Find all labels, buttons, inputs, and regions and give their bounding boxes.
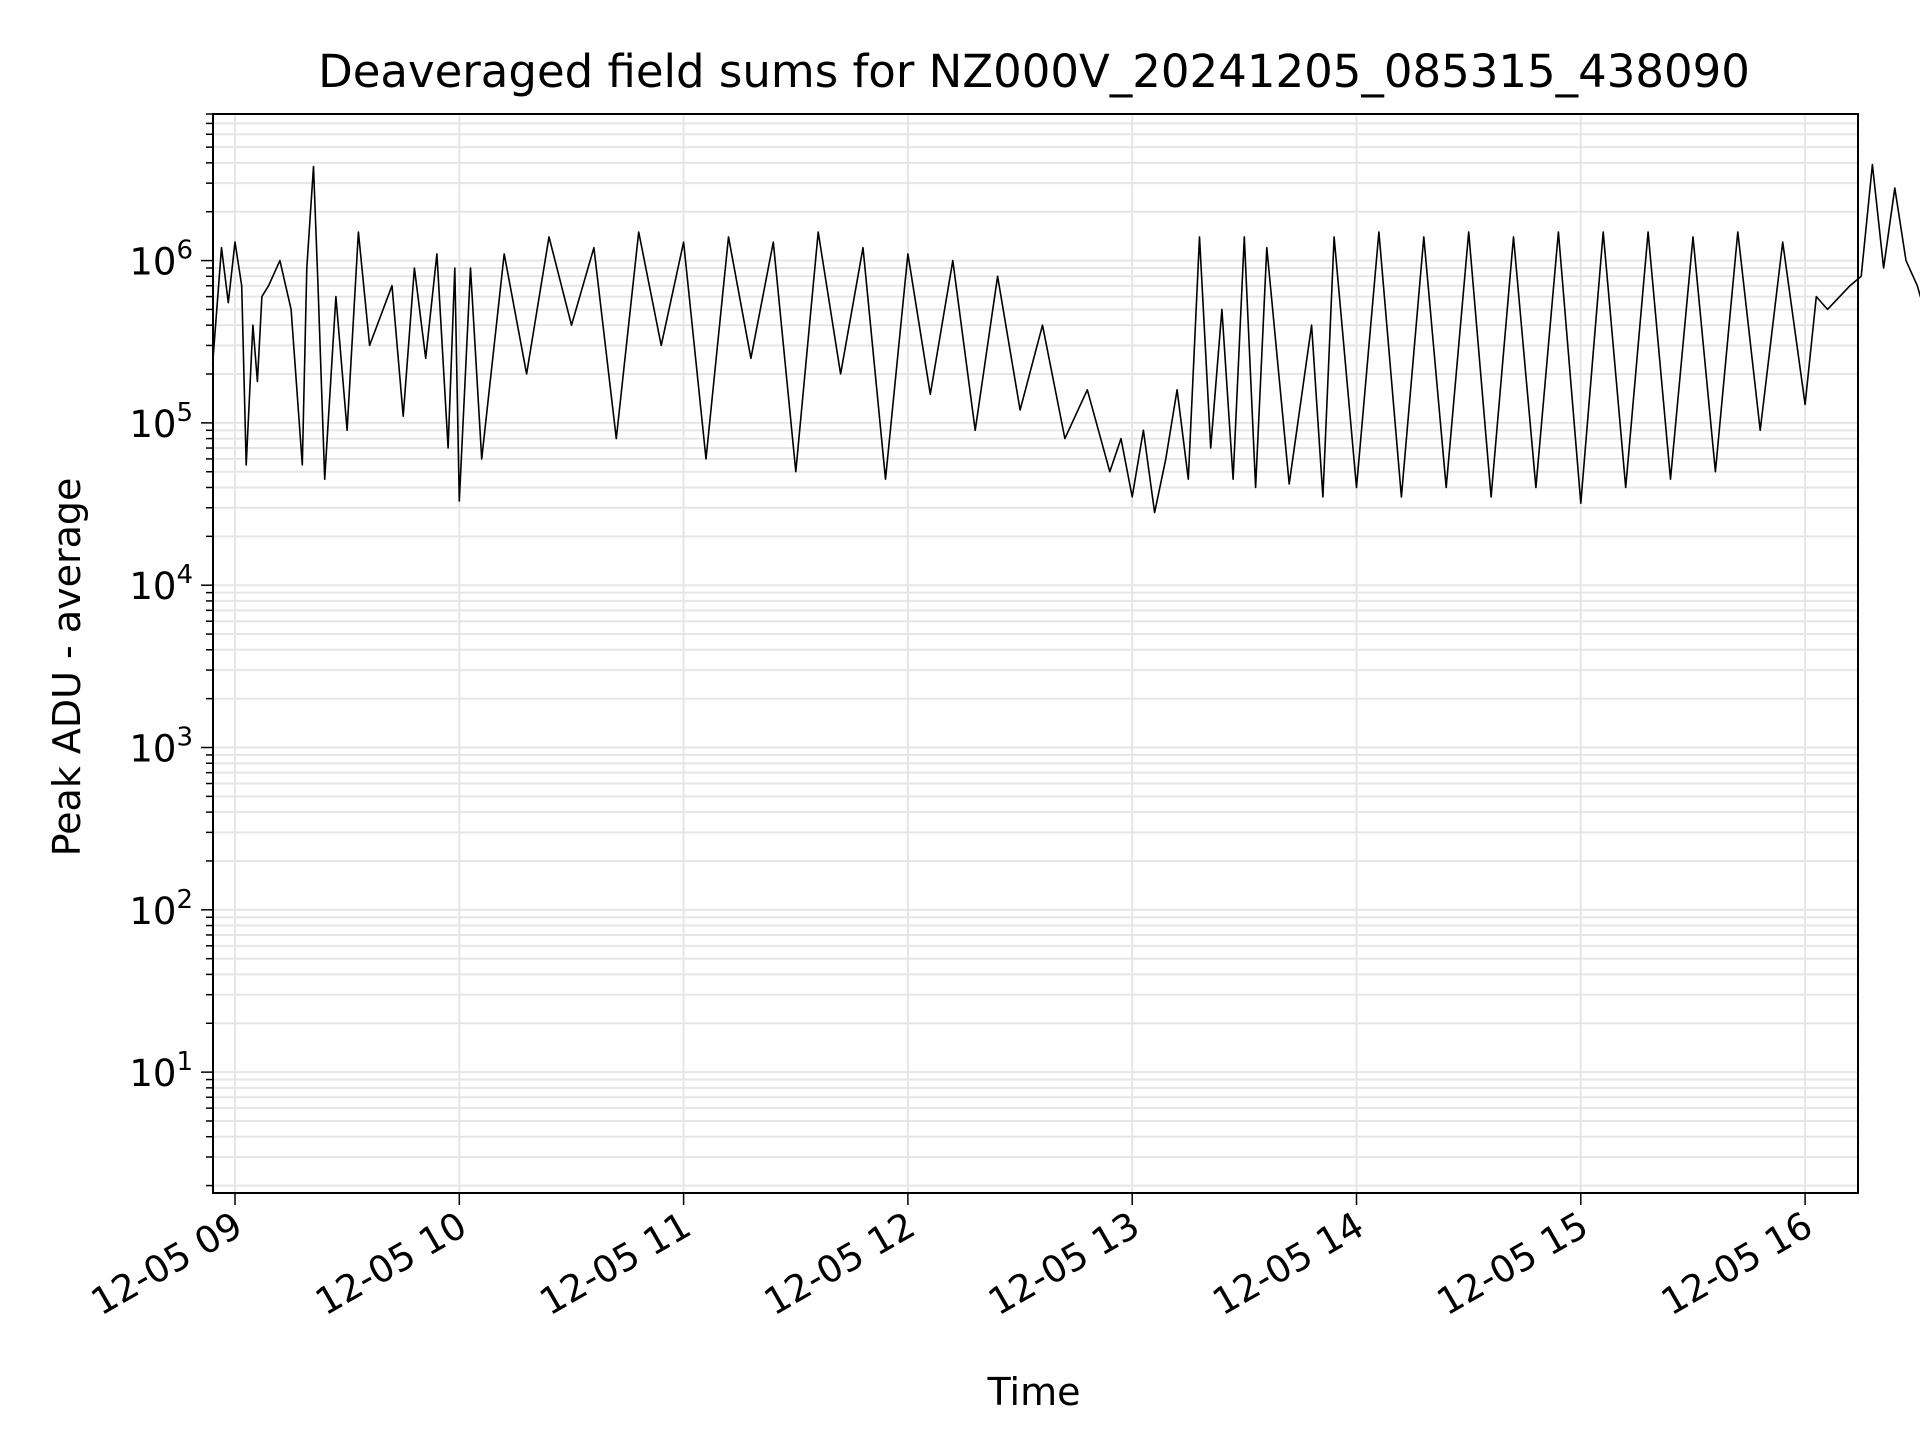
plot-frame	[212, 113, 1859, 1194]
y-tick-label: 105	[129, 398, 193, 446]
x-axis-label: Time	[987, 1370, 1081, 1414]
y-axis-label: Peak ADU - average	[45, 478, 89, 857]
chart-title: Deaveraged field sums for NZ000V_2024120…	[318, 45, 1750, 98]
y-tick-label: 101	[129, 1047, 193, 1095]
y-tick-label: 102	[129, 885, 193, 933]
data-series-line	[211, 163, 1920, 514]
y-tick-label: 104	[129, 560, 193, 608]
y-tick-label: 103	[129, 723, 193, 771]
y-tick-label: 106	[129, 236, 193, 284]
data-layer	[211, 163, 1920, 514]
